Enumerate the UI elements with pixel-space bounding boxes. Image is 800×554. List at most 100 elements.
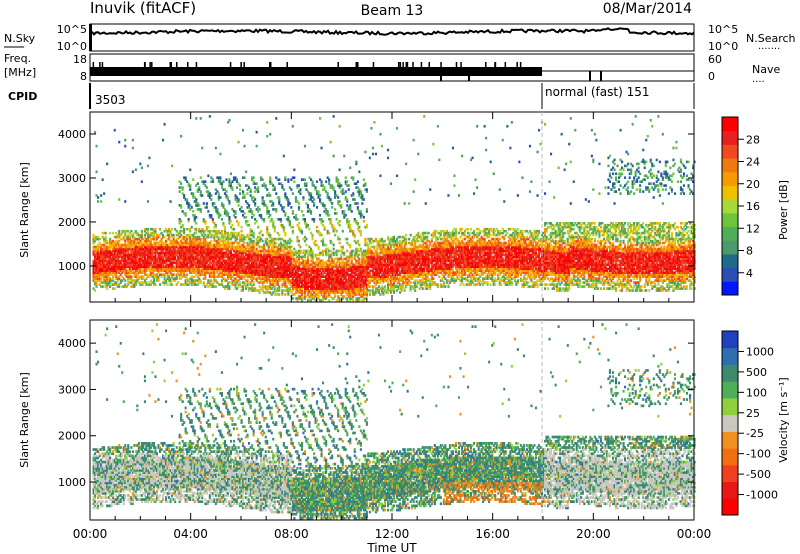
heatmap-cell xyxy=(228,281,230,284)
heatmap-cell xyxy=(186,273,188,276)
heatmap-cell xyxy=(210,194,212,197)
nsky-right-tick-top: 10^5 xyxy=(708,23,738,36)
nsky-tick-top: 10^5 xyxy=(57,23,87,36)
heatmap-cell xyxy=(216,208,218,211)
heatmap-cell xyxy=(224,226,226,229)
nave-label: Nave xyxy=(752,63,780,76)
date-title: 08/Mar/2014 xyxy=(603,1,692,17)
heatmap-cell xyxy=(218,192,220,195)
heatmap-cell xyxy=(236,178,238,181)
heatmap-cell xyxy=(183,194,185,197)
heatmap-cell xyxy=(132,139,134,142)
heatmap-cell xyxy=(212,178,214,181)
heatmap-cell xyxy=(97,200,99,203)
heatmap-cell xyxy=(141,230,143,233)
heatmap-cell xyxy=(167,283,169,286)
heatmap-cell xyxy=(221,230,223,233)
heatmap-cell xyxy=(189,169,191,172)
heatmap-cell xyxy=(233,228,235,231)
cpid-strip: CPID 3503 normal (fast) 151 xyxy=(8,83,694,109)
heatmap-cell xyxy=(171,228,173,231)
heatmap-cell xyxy=(102,178,104,181)
heatmap-cell xyxy=(132,171,134,174)
heatmap-cell xyxy=(222,222,224,225)
heatmap-cell xyxy=(105,236,107,239)
heatmap-cell xyxy=(135,169,137,172)
heatmap-cell xyxy=(141,167,143,170)
heatmap-cell xyxy=(182,186,184,189)
heatmap-cell xyxy=(204,180,206,183)
heatmap-cell xyxy=(100,194,102,197)
heatmap-cell xyxy=(235,210,237,213)
heatmap-cell xyxy=(185,176,187,179)
heatmap-cell xyxy=(180,135,182,138)
nave-dots: ···· xyxy=(752,77,765,88)
heatmap-cell xyxy=(94,289,96,292)
heatmap-cell xyxy=(203,281,205,284)
heatmap-cell xyxy=(185,212,187,215)
heatmap-cell xyxy=(210,279,212,282)
heatmap-cell xyxy=(170,200,172,203)
heatmap-cell xyxy=(192,210,194,213)
heatmap-cell xyxy=(206,202,208,205)
cpid-left-value: 3503 xyxy=(95,93,126,107)
heatmap-cell xyxy=(105,232,107,235)
heatmap-cell xyxy=(130,275,132,278)
freq-tick-bottom: 8 xyxy=(80,70,87,83)
heatmap-cell xyxy=(201,194,203,197)
heatmap-cell xyxy=(231,186,233,189)
heatmap-cell xyxy=(197,182,199,185)
heatmap-cell xyxy=(164,123,166,126)
cpid-label: CPID xyxy=(8,90,37,103)
beam-title: Beam 13 xyxy=(361,3,424,19)
heatmap-cell xyxy=(200,190,202,193)
heatmap-cell xyxy=(227,212,229,215)
heatmap-cell xyxy=(212,218,214,221)
heatmap-cell xyxy=(195,198,197,201)
heatmap-cell xyxy=(228,216,230,219)
heatmap-cell xyxy=(231,224,233,227)
heatmap-cell xyxy=(162,139,164,142)
heatmap-cell xyxy=(225,190,227,193)
nsky-tick-bottom: 10^0 xyxy=(57,40,87,53)
heatmap-cell xyxy=(200,208,202,211)
heatmap-cell xyxy=(219,214,221,217)
heatmap-cell xyxy=(186,198,188,201)
heatmap-cell xyxy=(124,139,126,142)
heatmap-cell xyxy=(106,163,108,166)
heatmap-cell xyxy=(192,192,194,195)
heatmap-cell xyxy=(219,196,221,199)
heatmap-cell xyxy=(99,238,101,241)
heatmap-cell xyxy=(213,202,215,205)
heatmap-cell xyxy=(164,236,166,239)
heatmap-cell xyxy=(201,147,203,150)
heatmap-cell xyxy=(203,202,205,205)
nave-tick-bottom: 0 xyxy=(708,70,715,83)
heatmap-cell xyxy=(112,232,114,235)
heatmap-cell xyxy=(180,182,182,185)
radar-figure: Inuvik (fitACF) Beam 13 08/Mar/2014 N.Sk… xyxy=(0,0,800,554)
heatmap-cell xyxy=(210,240,212,243)
heatmap-cell xyxy=(154,228,156,231)
heatmap-cell xyxy=(192,178,194,181)
heatmap-cell xyxy=(94,131,96,134)
heatmap-cell xyxy=(215,224,217,227)
heatmap-cell xyxy=(118,141,120,144)
heatmap-cell xyxy=(215,285,217,288)
power-heatmap xyxy=(93,115,696,302)
heatmap-cell xyxy=(189,184,191,187)
heatmap-cell xyxy=(235,216,237,219)
heatmap-cell xyxy=(159,283,161,286)
heatmap-cell xyxy=(130,230,132,233)
heatmap-cell xyxy=(132,147,134,150)
heatmap-cell xyxy=(191,206,193,209)
heatmap-cell xyxy=(200,279,202,282)
heatmap-cell xyxy=(228,200,230,203)
heatmap-cell xyxy=(173,273,175,276)
heatmap-cell xyxy=(222,204,224,207)
heatmap-cell xyxy=(147,200,149,203)
heatmap-cell xyxy=(147,228,149,231)
nsky-label: N.Sky xyxy=(4,32,36,45)
heatmap-cell xyxy=(200,238,202,241)
nsearch-dots: ······· xyxy=(758,44,780,55)
